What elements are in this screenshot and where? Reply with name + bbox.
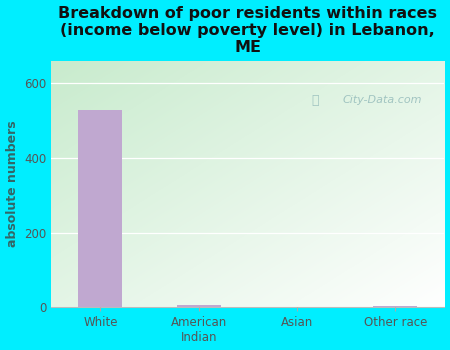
Title: Breakdown of poor residents within races
(income below poverty level) in Lebanon: Breakdown of poor residents within races… <box>58 6 437 55</box>
Bar <box>373 306 418 307</box>
Bar <box>78 110 122 307</box>
Y-axis label: absolute numbers: absolute numbers <box>5 121 18 247</box>
Text: ⦿: ⦿ <box>311 94 319 107</box>
Bar <box>176 305 221 307</box>
Text: City-Data.com: City-Data.com <box>342 95 422 105</box>
